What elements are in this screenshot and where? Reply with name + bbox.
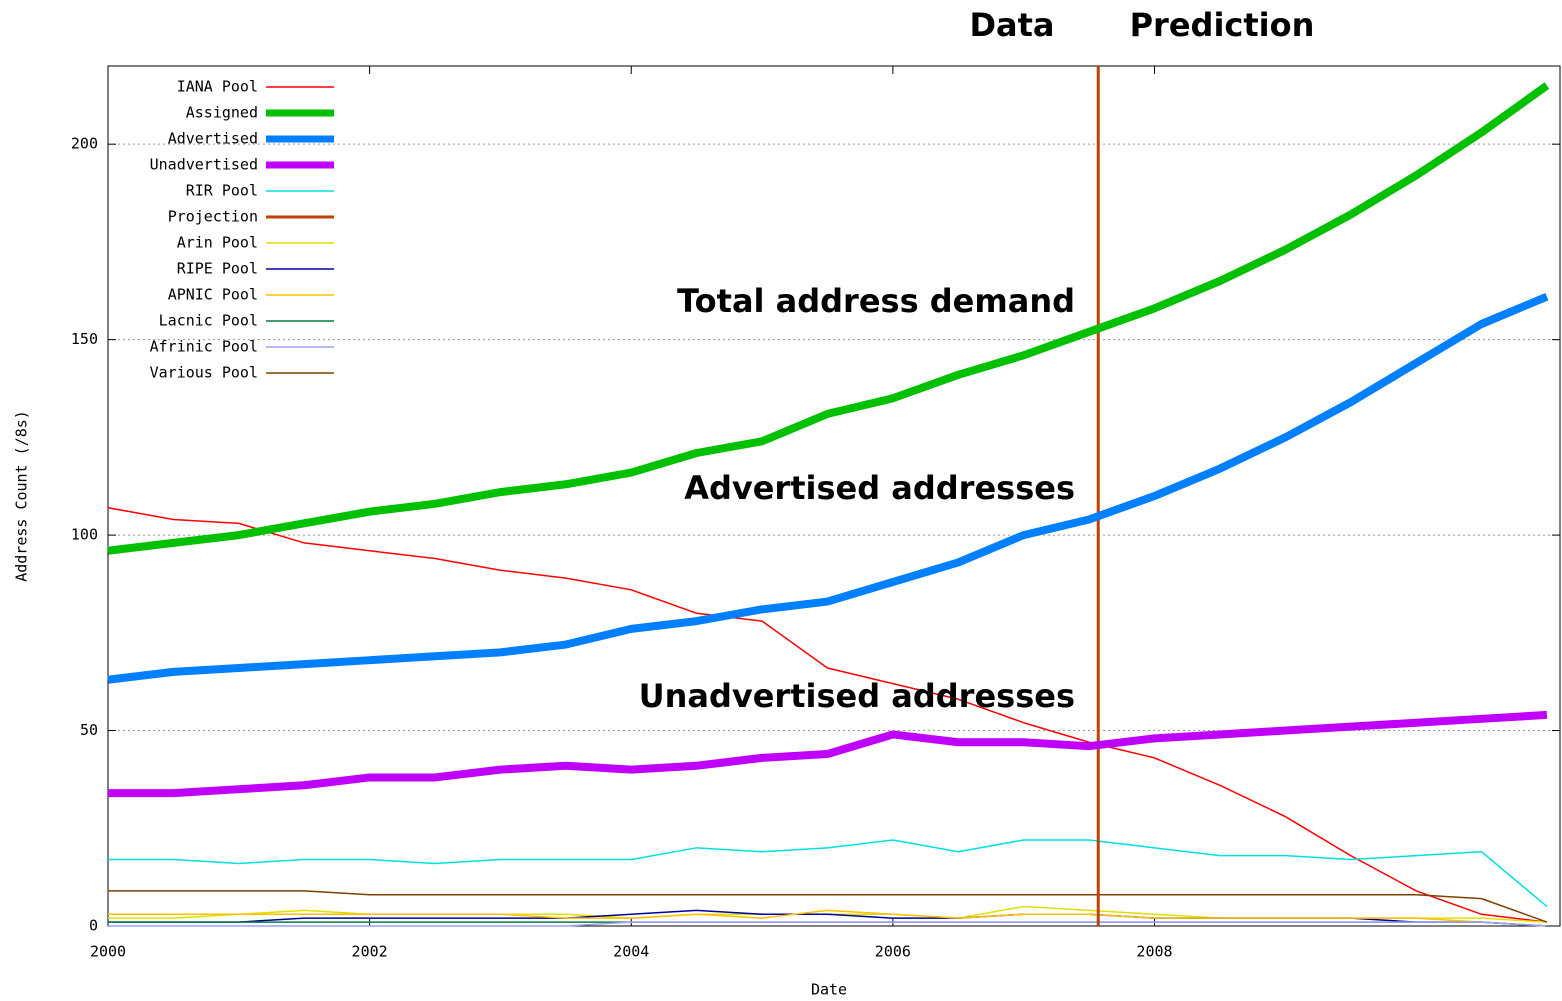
legend-label: Arin Pool <box>177 234 258 252</box>
series-line <box>108 890 1548 923</box>
series-line <box>107 506 1548 923</box>
legend-label: Assigned <box>186 104 258 122</box>
legend-label: IANA Pool <box>177 78 258 96</box>
legend-label: Advertised <box>168 130 258 148</box>
legend-label: RIPE Pool <box>177 260 258 278</box>
annotation: Unadvertised addresses <box>639 677 1075 715</box>
annotation: Data <box>969 6 1054 44</box>
legend-label: RIR Pool <box>186 182 258 200</box>
y-tick-label: 200 <box>71 135 98 153</box>
legend-label: Afrinic Pool <box>150 338 258 356</box>
y-tick-label: 50 <box>80 721 98 739</box>
x-tick-label: 2002 <box>352 943 388 961</box>
series-line <box>108 909 1547 927</box>
x-tick-label: 2006 <box>875 943 911 961</box>
legend-label: Lacnic Pool <box>159 312 258 330</box>
annotation: Prediction <box>1130 6 1315 44</box>
x-axis-label: Date <box>811 981 847 999</box>
y-tick-label: 150 <box>71 330 98 348</box>
y-tick-label: 0 <box>89 917 98 935</box>
legend-label: Unadvertised <box>150 156 258 174</box>
legend-label: APNIC Pool <box>168 286 258 304</box>
legend-label: Projection <box>168 208 258 226</box>
x-tick-label: 2004 <box>613 943 649 961</box>
y-tick-label: 100 <box>71 526 98 544</box>
series-line <box>108 839 1548 908</box>
series-line <box>108 921 1547 927</box>
annotation: Advertised addresses <box>684 469 1075 507</box>
x-tick-label: 2000 <box>90 943 126 961</box>
annotation: Total address demand <box>677 282 1075 320</box>
series-line <box>108 710 1548 798</box>
legend-label: Various Pool <box>150 364 258 382</box>
y-axis-label: Address Count (/8s) <box>13 410 31 582</box>
series-line <box>107 82 1550 555</box>
series-line <box>107 292 1549 684</box>
x-tick-label: 2008 <box>1136 943 1172 961</box>
plot-frame <box>107 65 1561 927</box>
